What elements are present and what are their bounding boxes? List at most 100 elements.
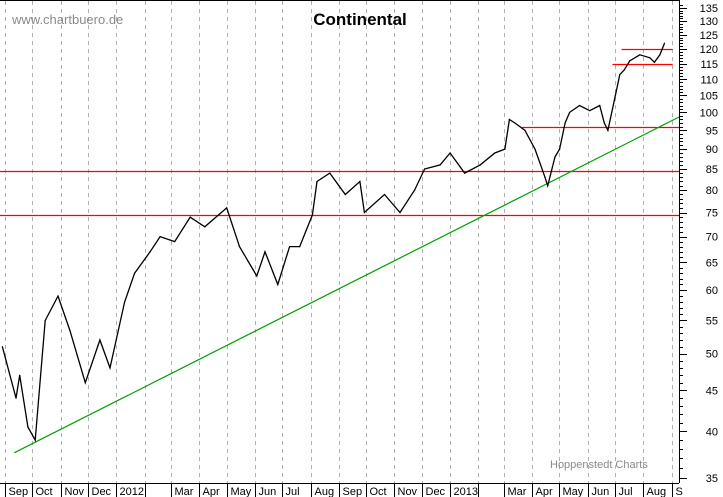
price-point [383, 193, 386, 196]
gridlines [5, 1, 673, 483]
price-point [344, 193, 346, 196]
y-tick-label: 65 [706, 257, 718, 269]
price-point [123, 301, 126, 303]
price-point [189, 216, 191, 218]
price-point [99, 339, 101, 341]
price-point [226, 207, 228, 209]
month-label: Sep [343, 486, 363, 497]
price-point [363, 211, 366, 214]
price-point [479, 164, 481, 166]
price-point [653, 61, 656, 63]
price-point [277, 283, 279, 286]
price-point [109, 367, 111, 369]
month-label: 2012 [120, 486, 144, 497]
month-label: Jul [286, 486, 300, 497]
price-point [359, 180, 361, 183]
price-point [564, 122, 566, 124]
y-tick-label: 75 [706, 208, 718, 220]
price-point [494, 152, 496, 154]
watermark: www.chartbuero.de [11, 12, 123, 27]
month-label: Oct [36, 486, 53, 497]
price-point [659, 54, 661, 56]
price-point [399, 211, 401, 214]
price-point [133, 272, 136, 274]
month-label: Jul [619, 486, 633, 497]
month-label: 2013 [454, 486, 478, 497]
price-point [504, 148, 506, 150]
price-point [639, 54, 641, 56]
price-point [558, 148, 561, 150]
price-point [439, 164, 441, 166]
price-point [613, 99, 615, 102]
y-tick-label: 40 [706, 426, 718, 438]
price-point [619, 73, 621, 76]
month-label: May [231, 486, 252, 497]
y-tick-label: 110 [700, 74, 718, 86]
month-label: Jun [259, 486, 277, 497]
month-label: S [676, 486, 683, 497]
price-point [424, 168, 426, 170]
price-point [464, 172, 466, 174]
y-tick-label: 90 [706, 144, 718, 156]
price-point [34, 439, 36, 441]
price-point [69, 329, 71, 331]
price-point [663, 42, 666, 44]
price-series [1, 42, 666, 443]
y-tick-label: 60 [706, 285, 718, 297]
price-point [599, 104, 601, 107]
month-label: Aug [647, 486, 667, 497]
price-point [44, 319, 46, 322]
y-tick-label: 70 [706, 232, 718, 244]
price-point [256, 275, 258, 277]
y-tick-label: 55 [706, 315, 718, 327]
month-label: Jun [592, 486, 610, 497]
price-point [413, 189, 416, 191]
month-label: Apr [536, 486, 553, 497]
y-tick-label: 100 [700, 107, 718, 119]
y-tick-label: 125 [700, 30, 718, 42]
price-point [514, 122, 516, 124]
y-tick-label: 95 [706, 125, 718, 137]
price-point [159, 235, 161, 238]
trendline-group [13, 116, 680, 454]
price-point [554, 156, 556, 158]
price-line [1, 42, 666, 443]
price-point [238, 246, 241, 248]
month-label: May [563, 486, 584, 497]
price-point [547, 185, 549, 187]
price-point [607, 129, 609, 131]
horizontal-lines [0, 48, 679, 217]
y-tick-label: 105 [700, 90, 718, 102]
price-point [15, 397, 17, 399]
y-tick-label: 80 [706, 185, 718, 197]
price-point [149, 251, 151, 253]
month-label: Dec [92, 486, 112, 497]
price-point [57, 295, 59, 297]
month-label: Apr [203, 486, 220, 497]
chart-title: Continental [313, 10, 407, 29]
y-tick-label: 35 [706, 473, 718, 485]
price-point [19, 374, 21, 376]
price-point [27, 426, 29, 428]
y-tick-label: 50 [706, 349, 718, 361]
month-label: Aug [315, 486, 335, 497]
month-label: Nov [398, 486, 418, 497]
price-point [544, 176, 546, 178]
price-point [311, 214, 314, 216]
month-label: Mar [508, 486, 527, 497]
month-label: Sep [9, 486, 29, 497]
price-point [204, 226, 206, 228]
price-point [524, 129, 526, 131]
price-point [316, 180, 318, 183]
price-point [579, 104, 581, 107]
y-tick-label: 45 [706, 385, 718, 397]
month-label: Dec [426, 486, 446, 497]
y-tick-label: 115 [700, 59, 718, 71]
price-point [603, 122, 605, 124]
y-tick-label: 85 [706, 164, 718, 176]
month-label: Nov [65, 486, 85, 497]
price-point [1, 346, 3, 348]
y-tick-label: 130 [700, 16, 718, 28]
